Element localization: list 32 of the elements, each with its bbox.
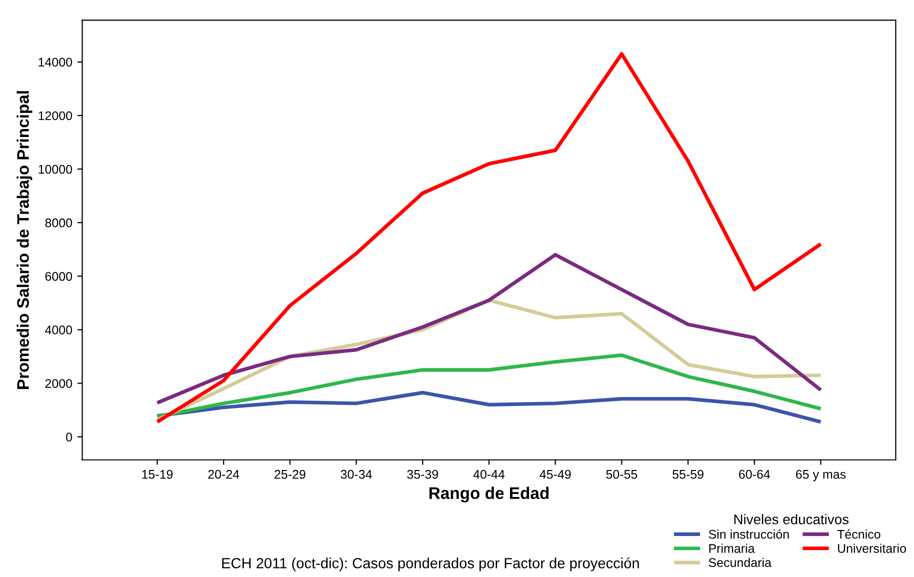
text: ECH 2011 (oct-dic): Casos ponderados por Factor de proyección bbox=[222, 557, 639, 572]
legend-label: Universitario bbox=[838, 544, 906, 553]
y-axis-title: Promedio Salario de Trabajo Principal bbox=[16, 91, 32, 389]
x-tick-label: 20-24 bbox=[208, 470, 240, 479]
y-tick-label: 10000 bbox=[38, 164, 72, 174]
y-tick-label: 14000 bbox=[38, 58, 72, 67]
x-tick-label: 50-55 bbox=[606, 470, 638, 479]
x-tick-label: 15-19 bbox=[142, 470, 173, 479]
legend-label: Secundaria bbox=[708, 558, 772, 568]
x-tick-label: 55-59 bbox=[672, 470, 704, 479]
y-tick-label: 4000 bbox=[45, 326, 72, 334]
line-series bbox=[155, 390, 823, 424]
y-tick-label: 8000 bbox=[45, 218, 72, 228]
y-tick-label: 6000 bbox=[45, 272, 72, 281]
x-tick-label: 65 y mas bbox=[796, 470, 846, 482]
line-series bbox=[155, 353, 823, 419]
legend-title: Niveles educativos bbox=[734, 514, 849, 524]
x-tick-label: 30-34 bbox=[340, 470, 372, 479]
x-tick-label: 40-44 bbox=[473, 470, 505, 479]
legend-label: Técnico bbox=[837, 529, 880, 539]
line-series bbox=[155, 252, 823, 405]
y-tick-label: 2000 bbox=[45, 379, 72, 388]
line-series bbox=[155, 52, 823, 424]
y-tick-label: 12000 bbox=[38, 111, 72, 120]
legend-label: Sin instrucción bbox=[708, 529, 789, 539]
x-tick-label: 45-49 bbox=[540, 470, 571, 479]
x-axis-title: Rango de Edad bbox=[429, 486, 549, 502]
y-tick-label: 0 bbox=[66, 432, 72, 442]
x-tick-label: 25-29 bbox=[274, 470, 306, 479]
x-tick-label: 35-39 bbox=[407, 470, 438, 479]
x-tick-label: 60-64 bbox=[739, 470, 770, 479]
legend-label: Primaria bbox=[709, 544, 755, 553]
